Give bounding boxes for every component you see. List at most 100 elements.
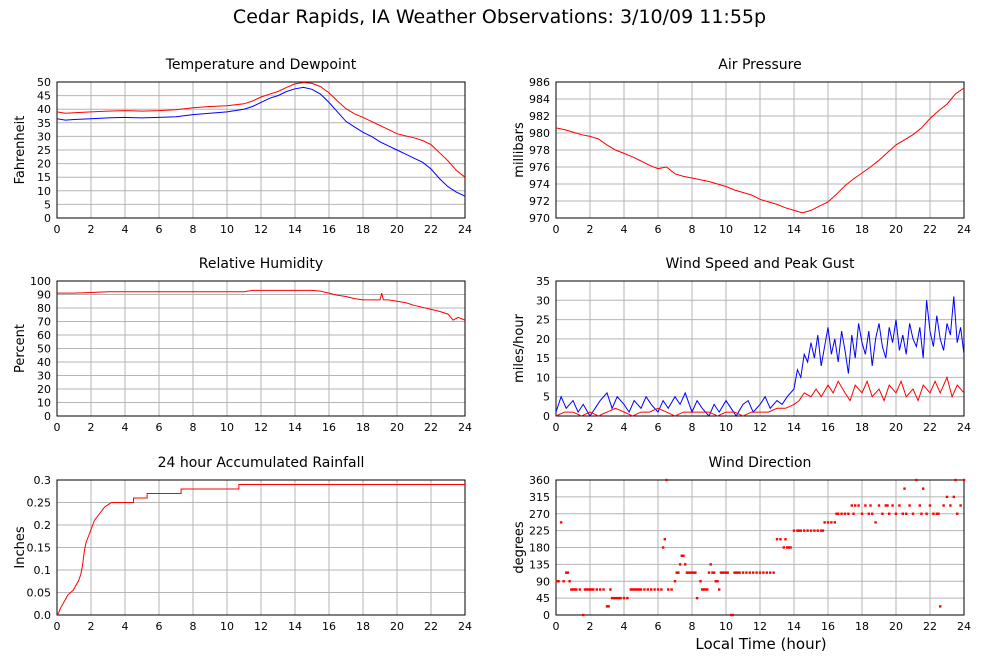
data-point (723, 571, 726, 574)
data-point (920, 512, 923, 515)
data-point (634, 588, 638, 591)
y-tick-label: 35 (536, 275, 550, 288)
data-point (610, 596, 614, 600)
y-tick-label: 50 (37, 343, 51, 356)
y-tick-label: 0 (44, 212, 51, 225)
data-point (769, 571, 772, 574)
data-point (736, 571, 740, 574)
y-tick-label: 0.05 (27, 587, 52, 600)
plot-frame (56, 280, 466, 417)
y-tick-label: 982 (529, 110, 550, 123)
data-point (726, 571, 729, 574)
x-tick-label: 4 (122, 421, 129, 434)
y-tick-label: 10 (536, 371, 550, 384)
data-point (843, 512, 847, 515)
x-tick-label: 16 (322, 223, 336, 236)
x-tick-label: 4 (122, 223, 129, 236)
data-point (616, 596, 619, 600)
x-tick-label: 8 (190, 620, 197, 633)
x-tick-label: 10 (220, 421, 234, 434)
data-point (823, 521, 826, 524)
data-point (689, 571, 692, 574)
data-point (661, 546, 665, 549)
x-tick-label: 10 (719, 223, 733, 236)
series-line (57, 289, 466, 321)
chart-title: Temperature and Dewpoint (165, 57, 357, 73)
x-tick-label: 12 (753, 620, 767, 633)
data-point (952, 495, 955, 499)
data-point (595, 588, 598, 591)
data-point (570, 588, 573, 591)
data-point (714, 580, 717, 583)
data-point (908, 504, 911, 507)
data-point (562, 580, 565, 583)
x-tick-label: 24 (957, 223, 971, 236)
data-point (884, 504, 887, 507)
x-tick-label: 16 (821, 421, 835, 434)
x-tick-label: 0 (553, 620, 560, 633)
data-point (915, 478, 918, 482)
y-tick-label: 225 (529, 525, 550, 538)
x-tick-label: 12 (254, 421, 268, 434)
data-point (707, 571, 711, 574)
x-tick-label: 8 (190, 421, 197, 434)
data-point (911, 512, 915, 515)
data-point (954, 478, 957, 482)
y-tick-label: 135 (529, 558, 550, 571)
y-tick-label: 25 (536, 314, 550, 327)
y-tick-label: 980 (529, 127, 550, 140)
data-point (559, 521, 563, 524)
y-tick-label: 30 (37, 370, 51, 383)
y-axis-label: degrees (512, 521, 527, 574)
data-point (619, 596, 622, 600)
y-tick-label: 0.3 (34, 474, 52, 487)
x-tick-label: 20 (889, 421, 903, 434)
data-point (837, 512, 840, 515)
data-point (609, 588, 612, 591)
y-tick-label: 0.2 (34, 519, 52, 532)
data-point (622, 596, 626, 600)
data-point (748, 571, 751, 574)
x-tick-label: 18 (356, 223, 370, 236)
y-tick-label: 0.25 (27, 497, 52, 510)
x-tick-label: 24 (458, 620, 472, 633)
x-tick-label: 2 (587, 421, 594, 434)
data-point (724, 571, 728, 574)
data-point (786, 546, 789, 549)
x-tick-label: 10 (719, 421, 733, 434)
x-tick-label: 20 (390, 421, 404, 434)
data-point (803, 529, 806, 532)
y-tick-label: 45 (37, 90, 51, 103)
y-tick-label: 5 (44, 198, 51, 211)
data-point (956, 512, 959, 515)
plot-frame (555, 81, 965, 219)
chart-title: Wind Direction (709, 455, 812, 471)
data-point (806, 529, 809, 532)
x-tick-label: 0 (553, 421, 560, 434)
x-tick-label: 20 (889, 620, 903, 633)
data-point (617, 596, 621, 600)
data-point (903, 487, 906, 490)
data-point (643, 588, 646, 591)
data-point (695, 596, 699, 600)
data-point (677, 571, 680, 574)
x-tick-label: 0 (553, 223, 560, 236)
data-point (639, 588, 643, 591)
x-tick-label: 10 (719, 620, 733, 633)
data-point (575, 588, 578, 591)
data-point (840, 512, 843, 515)
y-tick-label: 972 (529, 195, 550, 208)
x-tick-label: 14 (288, 223, 302, 236)
plot-frame (56, 479, 466, 616)
data-point (850, 504, 853, 507)
x-tick-label: 24 (957, 620, 971, 633)
data-point (636, 588, 639, 591)
data-point (690, 571, 694, 574)
data-point (835, 512, 838, 515)
data-point (891, 504, 894, 507)
data-point (605, 605, 609, 608)
data-point (797, 529, 801, 532)
